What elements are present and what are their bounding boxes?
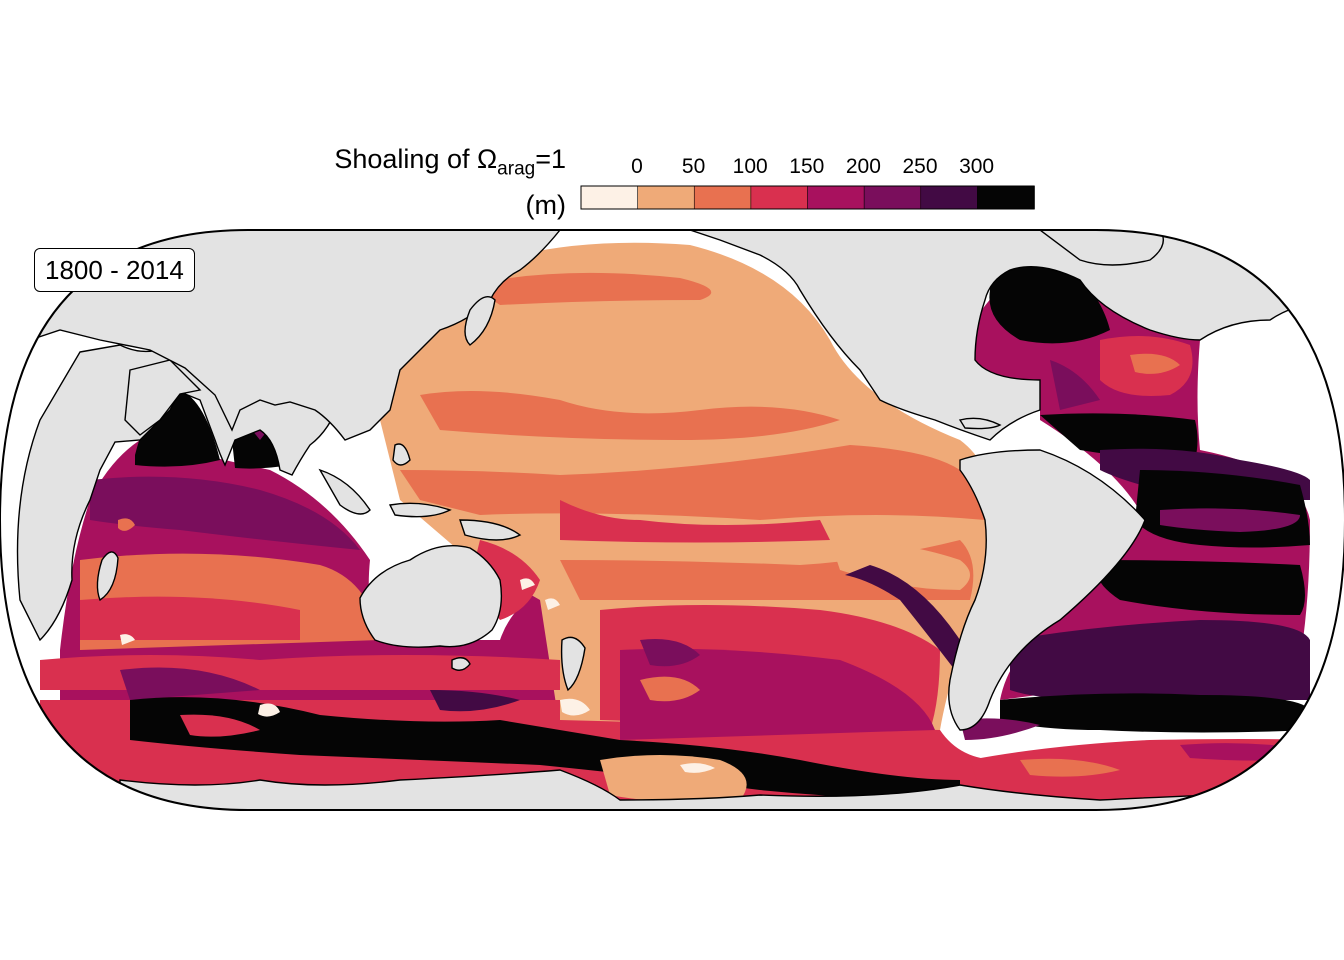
- shoaling-contour-region: [680, 763, 715, 773]
- indonesia-1: [318, 468, 371, 515]
- colorbar-tick-label: 0: [631, 155, 643, 178]
- land-masses: [0, 230, 1344, 810]
- shoaling-contour-region: [620, 648, 935, 740]
- south-america: [948, 449, 1146, 731]
- shoaling-contour-region: [845, 565, 972, 690]
- antarctica: [119, 769, 1344, 810]
- ross-sea-shallow: [600, 755, 747, 802]
- colorbar-cell: [693, 185, 752, 210]
- shoaling-contour-region: [640, 639, 700, 667]
- colorbar-cell: [920, 185, 979, 210]
- shoaling-contour-region: [560, 698, 590, 716]
- shoaling-contour-region: [1160, 508, 1300, 532]
- colorbar-cell: [637, 185, 696, 210]
- shoaling-contour-region: [1050, 360, 1100, 410]
- australia: [359, 545, 503, 648]
- shoaling-contour-region: [640, 676, 700, 702]
- shoaling-contour-region: [90, 476, 360, 550]
- colorbar-cell: [863, 185, 922, 210]
- shoaling-contour-region: [120, 634, 135, 645]
- shoaling-contour-region: [560, 500, 830, 543]
- shoaling-contour-region: [430, 690, 520, 712]
- shoaling-contour-region: [40, 655, 560, 690]
- map-outline: [0, 229, 1344, 811]
- shoaling-contour-region: [560, 540, 974, 600]
- new-guinea: [459, 519, 522, 541]
- shoaling-contour-region: [400, 445, 986, 520]
- shoaling-contour-region: [1010, 620, 1310, 700]
- india-region: [124, 359, 202, 436]
- legend-title: Shoaling of Ωarag=1: [334, 144, 566, 180]
- colorbar-tick-label: 50: [682, 155, 705, 178]
- madagascar: [96, 551, 119, 602]
- shoaling-contour-region: [1180, 743, 1300, 761]
- shoaling-field: [40, 242, 1310, 810]
- shoaling-contour-region: [960, 718, 1040, 740]
- period-label: 1800 - 2014: [34, 248, 195, 292]
- shoaling-contour-region: [545, 598, 560, 610]
- map-area: [0, 230, 1344, 810]
- shoaling-contour-region: [420, 391, 840, 440]
- colorbar-cell: [750, 185, 809, 210]
- caribbean: [958, 417, 1002, 430]
- colorbar-tick-label: 150: [789, 155, 824, 178]
- shoaling-contour-region: [1097, 560, 1305, 615]
- shoaling-contour-region: [1000, 693, 1310, 733]
- colorbar-tick-label: 300: [959, 155, 994, 178]
- colorbar-tick-label: 100: [733, 155, 768, 178]
- shoaling-contour-region: [258, 703, 280, 717]
- colorbar-tick-label: 250: [902, 155, 937, 178]
- colorbar-cell: [580, 185, 639, 210]
- legend-unit: (m): [525, 190, 566, 220]
- indonesia-2: [388, 502, 452, 518]
- colorbar-cell: [977, 185, 1035, 210]
- colorbar-cell: [807, 185, 865, 210]
- shoaling-contour-region: [1020, 758, 1120, 777]
- shoaling-contour-region: [80, 596, 300, 640]
- shoaling-contour-region: [470, 272, 712, 305]
- colorbar: 0 50 100 150 200 250 300: [580, 155, 1035, 210]
- philippines: [392, 443, 411, 466]
- north-atlantic-max: [989, 254, 1110, 344]
- japan: [464, 296, 496, 346]
- shoaling-contour-region: [1130, 353, 1180, 374]
- shoaling-contour-region: [118, 518, 135, 531]
- shoaling-contour-region: [510, 307, 790, 376]
- tasmania: [451, 657, 471, 671]
- colorbar-tick-label: 200: [846, 155, 881, 178]
- shoaling-contour-region: [520, 578, 535, 590]
- shoaling-contour-region: [120, 667, 260, 700]
- new-zealand: [560, 636, 586, 692]
- north-america: [689, 230, 1344, 441]
- shoaling-contour-region: [830, 540, 970, 590]
- southern-band-west: [130, 697, 960, 800]
- tropical-atlantic-max: [1040, 413, 1198, 460]
- shoaling-contour-region: [180, 714, 260, 737]
